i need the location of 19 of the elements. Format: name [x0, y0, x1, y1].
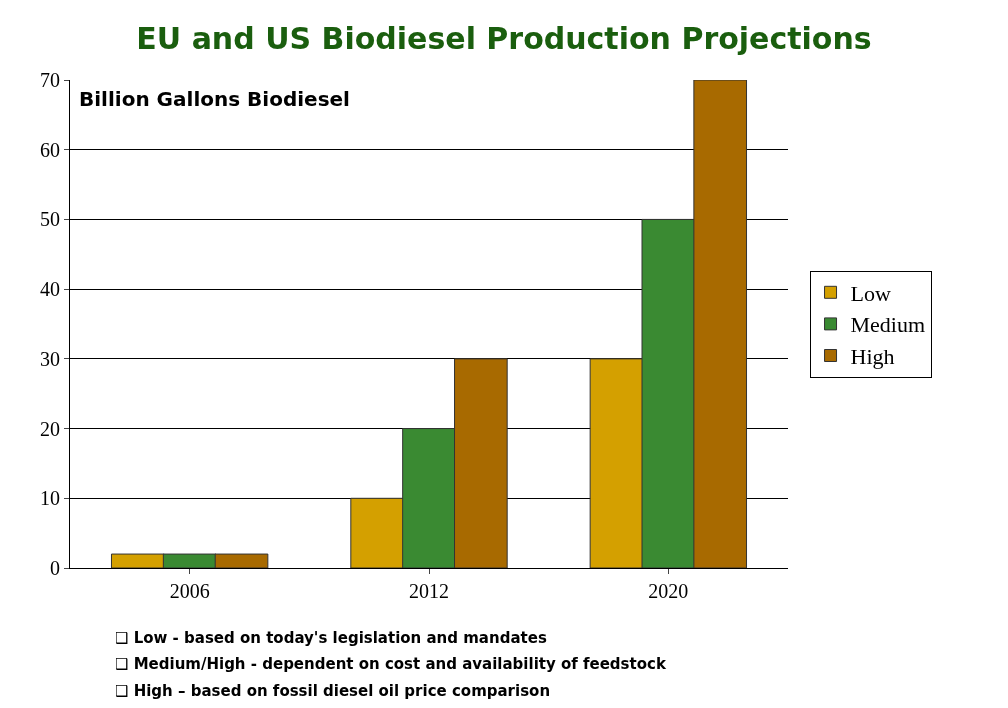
- y-tick-label: 50: [40, 208, 60, 231]
- text: ❑ Medium/High - dependent on cost and availability of feedstock: [115, 655, 667, 673]
- legend-label: High: [850, 344, 895, 370]
- x-tick-label: 2020: [648, 580, 689, 602]
- x-tick-label: 2006: [169, 580, 210, 602]
- y-tick-label: 10: [40, 487, 60, 510]
- y-tick-label: 60: [40, 138, 60, 161]
- y-tick-label: 70: [40, 69, 60, 91]
- text: ❑ High – based on fossil diesel oil price comparison: [115, 682, 551, 700]
- x-tick-label: 2012: [409, 580, 449, 602]
- y-axis-title: Billion Gallons Biodiesel: [79, 87, 350, 111]
- y-tick-label: 0: [50, 557, 60, 579]
- legend-label: Medium: [850, 312, 926, 338]
- y-tick-label: 20: [40, 417, 60, 440]
- y-tick-label: 30: [40, 347, 60, 370]
- legend-label: Low: [850, 280, 891, 306]
- chart-title: EU and US Biodiesel Production Projections: [136, 21, 872, 57]
- y-tick-label: 40: [40, 278, 60, 301]
- text: ❑ Low - based on today's legislation and mandates: [115, 629, 547, 647]
